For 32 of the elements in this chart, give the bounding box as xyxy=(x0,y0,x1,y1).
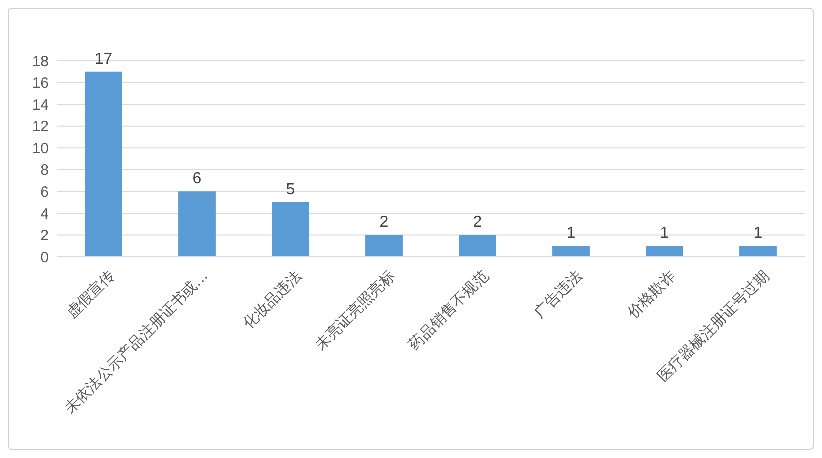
x-tick-label: 化妆品违法 xyxy=(239,266,306,333)
bar xyxy=(272,202,310,257)
y-tick-label: 4 xyxy=(40,206,49,223)
bar xyxy=(459,235,496,257)
y-tick-label: 14 xyxy=(32,96,49,114)
y-tick-label: 0 xyxy=(40,249,49,266)
data-label: 2 xyxy=(380,214,389,232)
data-label: 1 xyxy=(660,225,670,242)
bar xyxy=(366,235,403,257)
x-tick-label: 未亮证亮照亮标 xyxy=(312,266,399,354)
data-label: 1 xyxy=(566,225,576,242)
data-label: 6 xyxy=(192,170,202,188)
x-tick-label: 价格欺诈 xyxy=(623,266,680,323)
bar xyxy=(552,246,590,257)
data-label: 17 xyxy=(94,50,113,68)
y-tick-label: 16 xyxy=(32,75,49,92)
y-tick-label: 8 xyxy=(40,162,49,180)
y-tick-label: 2 xyxy=(40,228,49,245)
x-tick-label: 广告违法 xyxy=(530,266,586,322)
x-tick-label: 虚假宣传 xyxy=(63,266,118,322)
data-label: 1 xyxy=(754,225,763,242)
data-label: 5 xyxy=(286,182,296,199)
y-tick-label: 10 xyxy=(32,140,49,158)
y-tick-label: 6 xyxy=(40,184,49,201)
bar xyxy=(85,72,122,257)
x-tick-label: 药品销售不规范 xyxy=(405,266,492,354)
bar xyxy=(646,246,684,257)
bar xyxy=(178,192,216,257)
y-tick-label: 18 xyxy=(32,53,49,70)
data-label: 2 xyxy=(473,214,482,232)
bar xyxy=(740,246,777,257)
y-tick-label: 12 xyxy=(32,118,49,136)
